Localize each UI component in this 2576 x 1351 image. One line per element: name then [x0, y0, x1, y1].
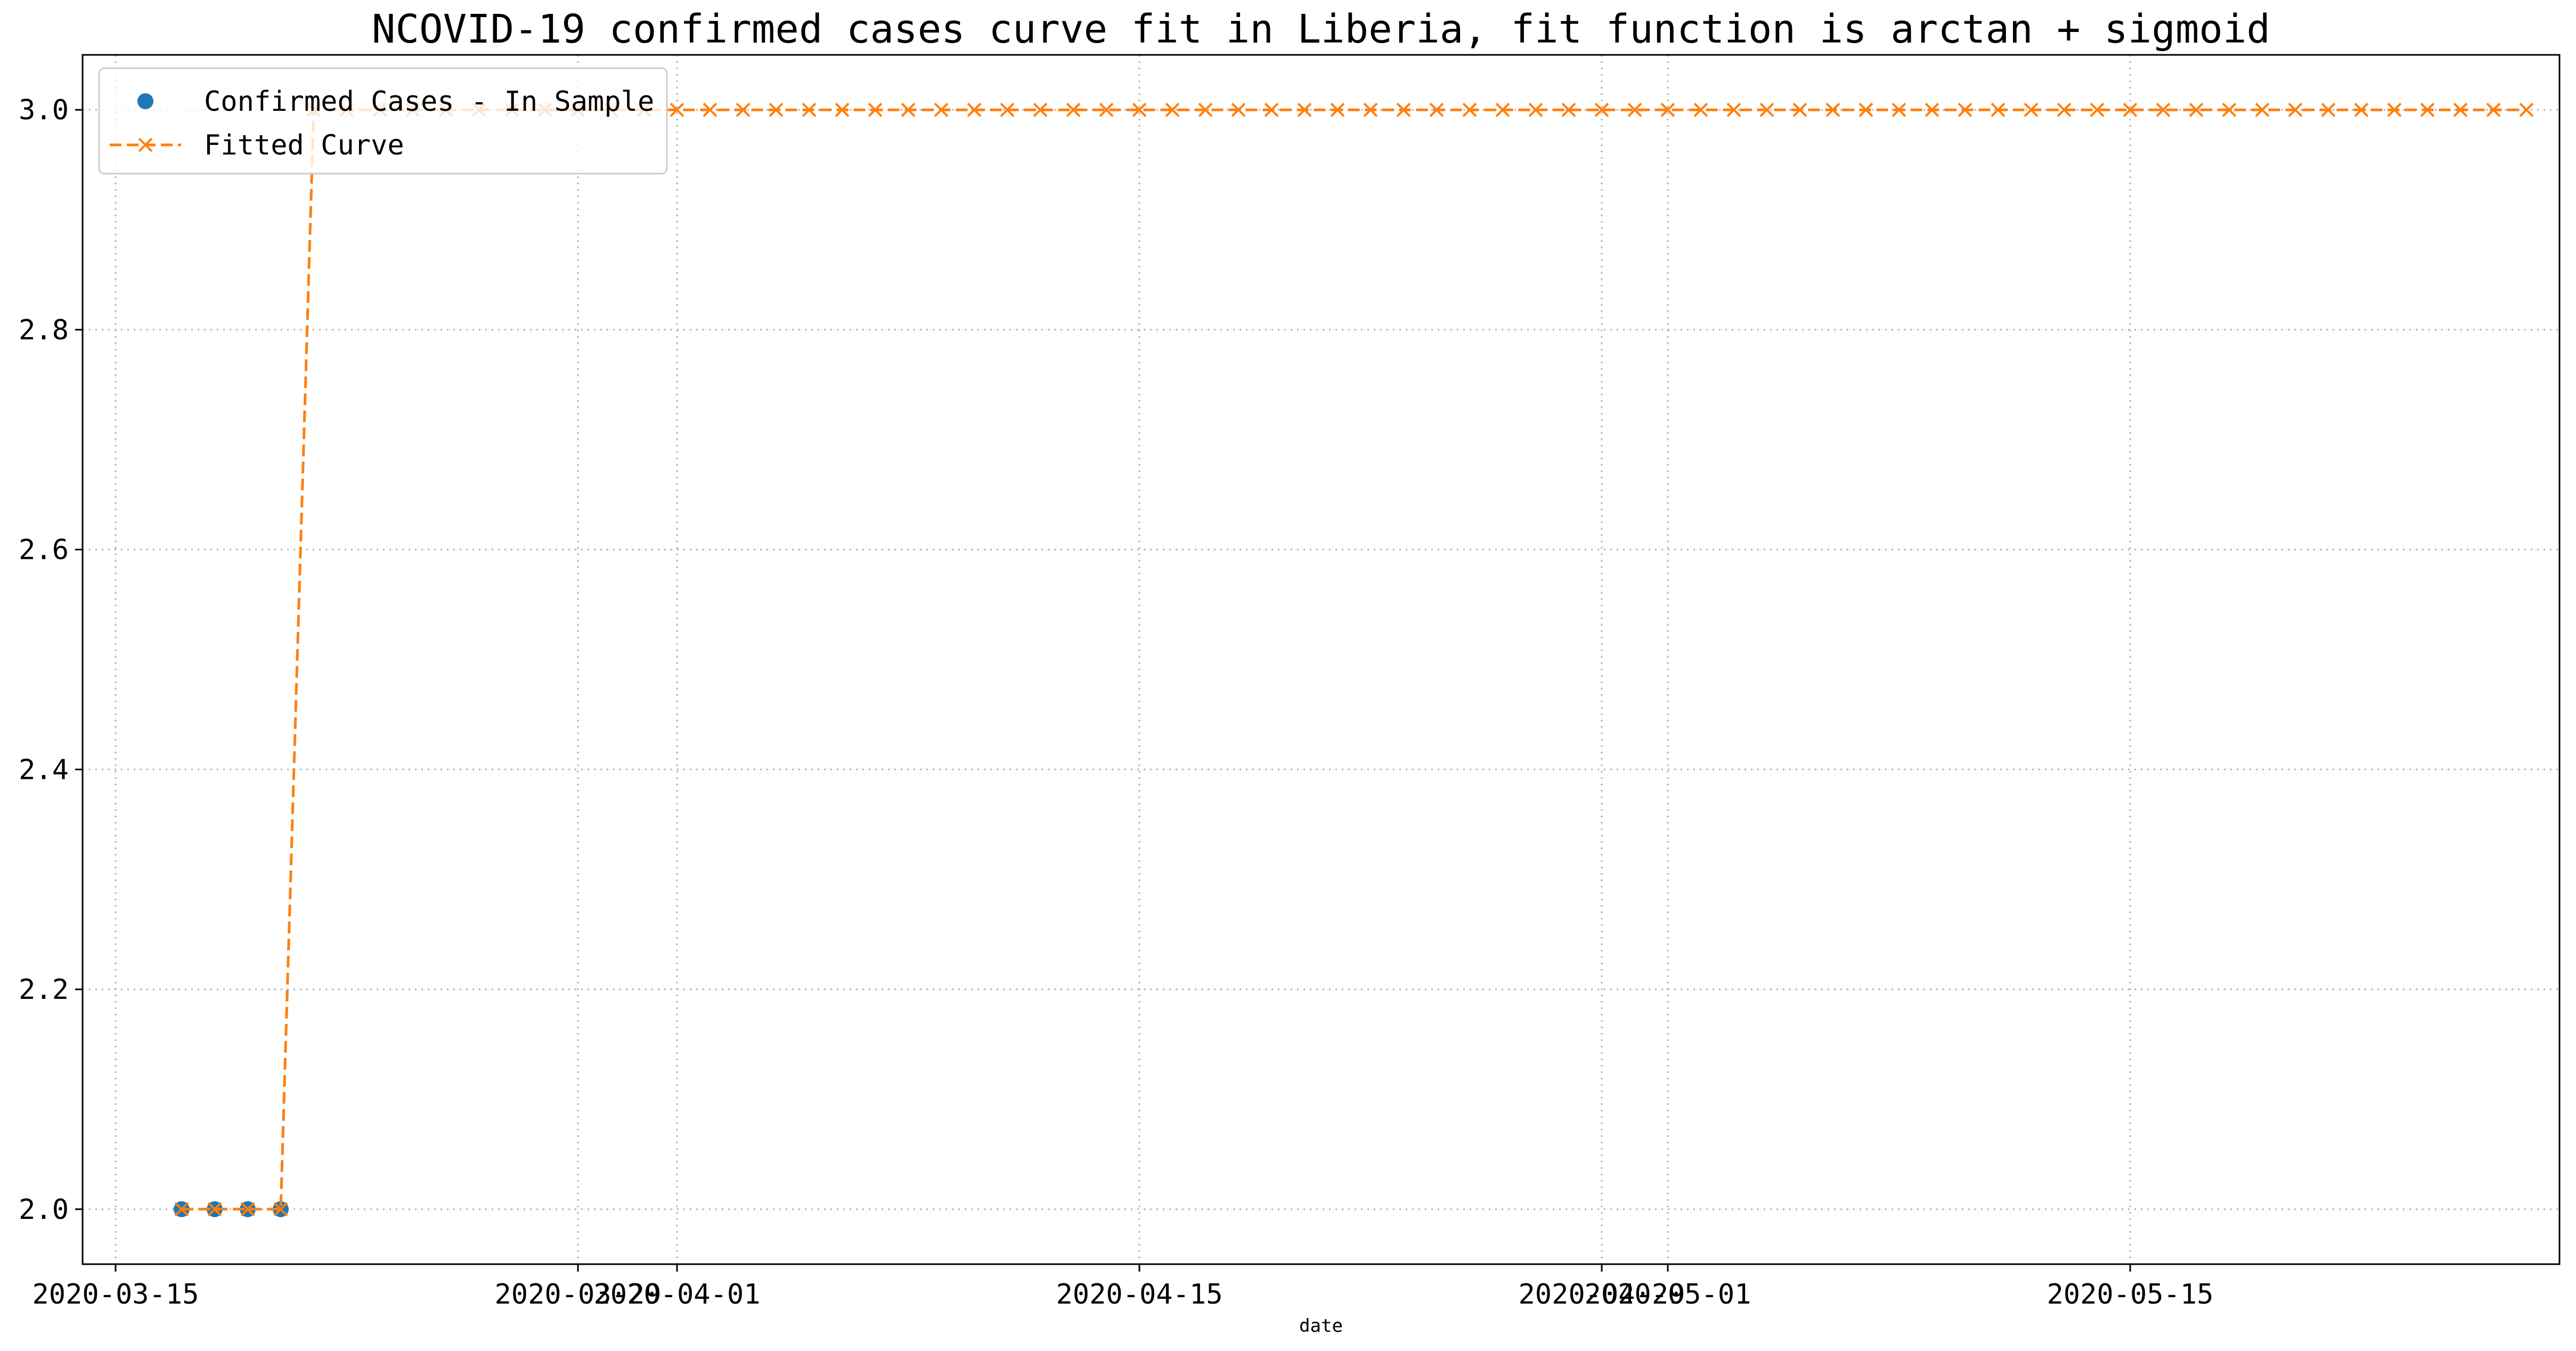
legend-marker-confirmed — [137, 93, 153, 109]
fitted-curve-marker — [967, 102, 982, 117]
fitted-curve-marker — [1231, 102, 1246, 117]
fitted-curve-marker — [802, 102, 817, 117]
fitted-curve-marker — [2057, 102, 2072, 117]
y-tick-label: 2.4 — [19, 754, 69, 786]
x-tick-label: 2020-05-15 — [2047, 1279, 2213, 1311]
fitted-curve-marker — [1726, 102, 1741, 117]
fitted-curve-marker — [240, 1202, 255, 1217]
fitted-curve-marker — [2090, 102, 2105, 117]
fitted-curve-marker — [1198, 102, 1213, 117]
fitted-curve-marker — [1958, 102, 1972, 117]
fitted-curve-marker — [2156, 102, 2171, 117]
fitted-curve-marker — [1594, 102, 1609, 117]
fitted-curve-marker — [2354, 102, 2369, 117]
fitted-curve-marker — [1858, 102, 1873, 117]
fitted-curve-marker — [835, 102, 850, 117]
fitted-curve-marker — [1000, 102, 1015, 117]
fitted-curve-marker — [736, 102, 751, 117]
fitted-curve-marker — [1033, 102, 1048, 117]
fitted-curve-marker — [1693, 102, 1708, 117]
fitted-curve-marker — [2453, 102, 2468, 117]
y-tick-label: 3.0 — [19, 94, 69, 126]
fitted-curve-marker — [1759, 102, 1774, 117]
fitted-curve-marker — [1627, 102, 1642, 117]
chart-title: NCOVID-19 confirmed cases curve fit in L… — [372, 6, 2270, 52]
x-tick-label: 2020-03-29 — [494, 1279, 661, 1311]
fitted-curve-marker — [2222, 102, 2237, 117]
fitted-curve-marker — [1330, 102, 1345, 117]
x-tick-label: 2020-04-29 — [1518, 1279, 1685, 1311]
legend-label-confirmed: Confirmed Cases - In Sample — [204, 86, 654, 118]
fitted-curve-marker — [1297, 102, 1312, 117]
fitted-curve-marker — [2486, 102, 2501, 117]
fitted-curve-marker — [1561, 102, 1576, 117]
fitted-curve-marker — [207, 1202, 222, 1217]
fitted-curve-marker — [2519, 102, 2534, 117]
fitted-curve-marker — [2189, 102, 2204, 117]
y-tick-label: 2.8 — [19, 314, 69, 346]
fitted-curve-marker — [1165, 102, 1180, 117]
fitted-curve-marker — [1429, 102, 1444, 117]
legend-label-fitted: Fitted Curve — [204, 129, 404, 161]
fitted-curve-marker — [1892, 102, 1906, 117]
fitted-curve-marker — [1660, 102, 1675, 117]
fitted-curve-marker — [1825, 102, 1840, 117]
fitted-curve-marker — [1528, 102, 1543, 117]
fitted-curve-marker — [901, 102, 916, 117]
fitted-curve-marker — [1363, 102, 1378, 117]
fitted-curve-marker — [703, 102, 718, 117]
fitted-curve-marker — [1396, 102, 1411, 117]
x-tick-label: 2020-05-01 — [1584, 1279, 1751, 1311]
fitted-curve-marker — [2387, 102, 2402, 117]
fitted-curve-marker — [174, 1202, 189, 1217]
fitted-curve-marker — [1925, 102, 1939, 117]
plot-frame — [81, 54, 2561, 1265]
legend-box — [98, 67, 668, 175]
fitted-curve-marker — [1792, 102, 1807, 117]
y-tick-label: 2.0 — [19, 1194, 69, 1226]
fitted-curve-marker — [1991, 102, 2006, 117]
fitted-curve-marker — [1132, 102, 1147, 117]
fitted-curve-marker — [1495, 102, 1510, 117]
fitted-curve-marker — [868, 102, 883, 117]
fitted-curve-marker — [273, 1202, 288, 1217]
fitted-curve-marker — [2288, 102, 2303, 117]
x-axis-label: date — [1299, 1315, 1343, 1337]
fitted-curve-marker — [2024, 102, 2039, 117]
fitted-curve-marker — [670, 102, 684, 117]
fitted-curve-marker — [1066, 102, 1081, 117]
x-tick-label: 2020-03-15 — [32, 1279, 199, 1311]
fitted-curve-marker — [2321, 102, 2336, 117]
legend: Confirmed Cases - In Sample Fitted Curve — [98, 67, 668, 175]
y-tick-label: 2.2 — [19, 974, 69, 1006]
fitted-curve-marker — [2255, 102, 2270, 117]
fitted-curve-marker — [934, 102, 949, 117]
x-tick-label: 2020-04-01 — [593, 1279, 760, 1311]
y-tick-label: 2.6 — [19, 534, 69, 566]
fitted-curve-marker — [1099, 102, 1114, 117]
fitted-curve-marker — [2123, 102, 2138, 117]
fitted-curve-marker — [769, 102, 784, 117]
legend-marker-fitted — [138, 137, 153, 152]
fitted-curve-marker — [1462, 102, 1477, 117]
fitted-curve-marker — [2420, 102, 2435, 117]
fitted-curve-marker — [1264, 102, 1279, 117]
x-tick-label: 2020-04-15 — [1056, 1279, 1222, 1311]
